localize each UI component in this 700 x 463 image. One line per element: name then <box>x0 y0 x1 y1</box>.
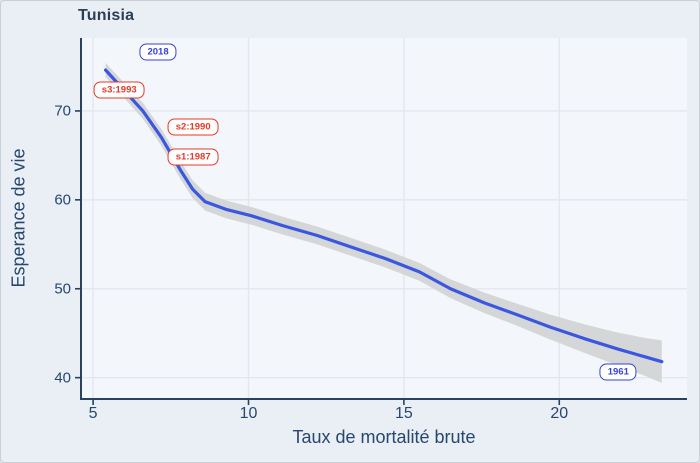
axes <box>75 38 687 405</box>
x-tick-label-20: 20 <box>550 405 569 422</box>
confidence-band <box>105 62 662 383</box>
annotation-s2-1990: s2:1990 <box>167 118 219 136</box>
y-tick-label-60: 60 <box>54 191 71 209</box>
x-axis-title: Taux de mortalité brute <box>292 427 476 447</box>
annotation-s1-1987: s1:1987 <box>167 148 219 166</box>
chart-title: Tunisia <box>78 7 135 24</box>
annotation-2018: 2018 <box>139 43 177 61</box>
annotation-1961: 1961 <box>599 363 637 381</box>
y-tick-label-50: 50 <box>54 280 71 298</box>
x-tick-label-10: 10 <box>239 405 258 422</box>
annotation-s3-1993: s3:1993 <box>93 81 145 99</box>
y-axis-title: Esperance de vie <box>8 148 29 288</box>
y-tick-label-70: 70 <box>54 102 71 120</box>
x-tick-label-5: 5 <box>88 405 98 422</box>
y-tick-label-40: 40 <box>54 369 71 387</box>
x-tick-label-15: 15 <box>394 405 413 422</box>
